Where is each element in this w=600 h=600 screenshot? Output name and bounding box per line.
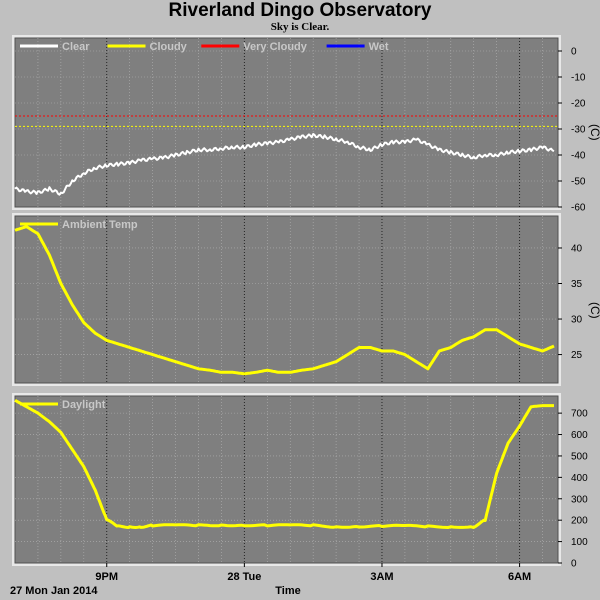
date-label: 27 Mon Jan 2014 (10, 585, 98, 597)
sky-legend-label-1: Cloudy (150, 41, 188, 53)
x-tick-label-0: 9PM (95, 571, 118, 583)
x-axis-title: Time (275, 585, 300, 597)
ambient-ytick-label-3: 40 (571, 243, 583, 254)
daylight-legend-label-0: Daylight (62, 399, 106, 411)
ambient-panel (14, 215, 559, 384)
sky-legend-label-0: Clear (62, 41, 90, 53)
sky-ytick-label-2: -20 (571, 99, 586, 110)
sky-ytick-label-0: 0 (571, 47, 577, 58)
x-tick-label-3: 6AM (508, 571, 531, 583)
daylight-ytick-label-0: 0 (571, 559, 577, 570)
sky-ytick-label-3: -30 (571, 125, 586, 136)
ambient-ytick-label-0: 25 (571, 350, 583, 361)
ambient-ytick-label-1: 30 (571, 315, 583, 326)
ambient-y-axis-unit: (C) (588, 302, 600, 319)
sky-ytick-label-1: -10 (571, 73, 586, 84)
daylight-ytick-label-6: 600 (571, 430, 588, 441)
ambient-ytick-label-2: 35 (571, 279, 583, 290)
daylight-ytick-label-5: 500 (571, 451, 588, 462)
daylight-ytick-label-3: 300 (571, 494, 588, 505)
ambient-series-0 (14, 225, 555, 376)
sky-legend-label-3: Wet (369, 41, 389, 53)
x-tick-label-2: 3AM (370, 571, 393, 583)
sky-status-subtitle: Sky is Clear. (270, 21, 330, 33)
daylight-ytick-label-2: 200 (571, 516, 588, 527)
sky-ytick-label-6: -60 (571, 203, 586, 214)
daylight-ytick-label-7: 700 (571, 409, 588, 420)
sky-series-0 (14, 133, 555, 196)
x-tick-label-1: 28 Tue (227, 571, 261, 583)
daylight-ytick-label-4: 400 (571, 473, 588, 484)
page-title: Riverland Dingo Observatory (168, 0, 432, 21)
ambient-legend-label-0: Ambient Temp (62, 219, 138, 231)
daylight-ytick-label-1: 100 (571, 537, 588, 548)
daylight-series-0 (14, 398, 555, 529)
sky-panel (14, 37, 559, 208)
sky-ytick-label-5: -50 (571, 177, 586, 188)
sky-y-axis-unit: (C) (588, 124, 600, 141)
daylight-panel (14, 395, 559, 564)
sky-ytick-label-4: -40 (571, 151, 586, 162)
sky-legend-label-2: Very Cloudy (243, 41, 307, 53)
